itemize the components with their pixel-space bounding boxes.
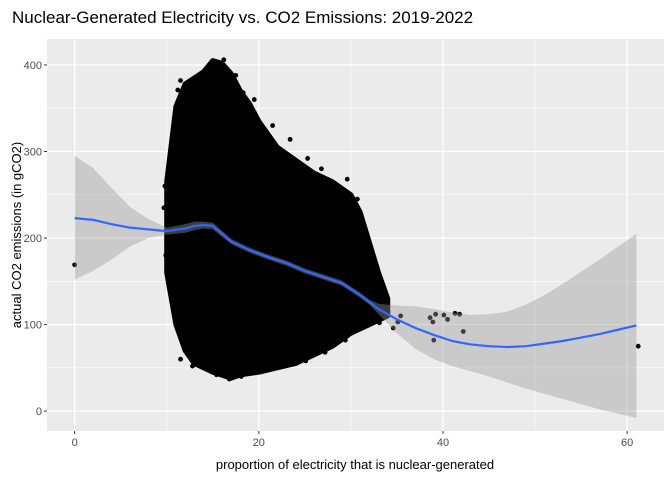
data-point xyxy=(635,343,641,349)
smooth-line xyxy=(74,217,637,349)
y-tick-label: 400 xyxy=(24,60,42,72)
data-point xyxy=(363,261,369,267)
data-point xyxy=(185,98,191,104)
dense-point-cloud xyxy=(164,58,391,381)
data-point xyxy=(460,329,466,334)
data-point xyxy=(233,72,239,78)
data-point xyxy=(398,313,404,319)
data-point xyxy=(238,374,244,379)
x-axis-ticks: 0 20 40 60 xyxy=(72,431,633,449)
chart-title: Nuclear-Generated Electricity vs. CO2 Em… xyxy=(12,8,473,27)
data-point xyxy=(208,66,214,72)
y-tick-label: 300 xyxy=(24,146,42,158)
confidence-ribbon xyxy=(74,155,637,419)
data-point xyxy=(344,176,350,182)
data-point xyxy=(347,209,353,215)
data-point xyxy=(178,356,183,362)
data-point xyxy=(441,312,447,318)
y-axis-title: actual CO2 emissions (in gCO2) xyxy=(9,142,24,328)
data-point xyxy=(221,57,227,63)
point-cloud xyxy=(164,58,391,381)
data-point xyxy=(430,319,436,325)
data-point xyxy=(303,358,309,364)
confidence-band xyxy=(74,155,637,419)
data-point xyxy=(162,183,168,189)
x-axis-title: proportion of electricity that is nuclea… xyxy=(216,457,494,472)
y-tick-label: 100 xyxy=(24,320,42,332)
x-tick-label: 0 xyxy=(72,437,78,449)
data-point xyxy=(196,76,202,82)
data-point xyxy=(354,196,360,202)
data-point xyxy=(197,346,203,352)
y-tick-label: 0 xyxy=(36,406,42,418)
data-point xyxy=(212,60,218,66)
data-point xyxy=(322,349,328,355)
data-point xyxy=(251,97,257,102)
data-point xyxy=(377,320,382,326)
data-point xyxy=(215,64,221,70)
data-point xyxy=(72,262,78,268)
data-point xyxy=(270,123,276,128)
data-point xyxy=(163,252,169,258)
data-point xyxy=(190,363,195,369)
x-tick-label: 40 xyxy=(437,437,449,449)
data-point xyxy=(431,337,437,343)
y-axis-ticks: 0 100 200 300 400 xyxy=(24,60,47,418)
trend-line xyxy=(74,217,637,349)
data-point xyxy=(390,325,396,331)
data-point xyxy=(214,372,219,378)
data-point xyxy=(342,337,348,343)
data-point xyxy=(331,183,337,189)
data-point xyxy=(427,315,433,321)
data-point xyxy=(359,323,365,329)
data-point xyxy=(433,311,439,317)
data-point xyxy=(452,310,458,316)
data-point xyxy=(282,362,287,368)
data-points xyxy=(72,57,641,382)
data-point xyxy=(372,283,378,289)
x-tick-label: 20 xyxy=(253,437,265,449)
data-point xyxy=(161,205,167,211)
data-point xyxy=(355,235,361,241)
y-tick-label: 200 xyxy=(24,233,42,245)
data-point xyxy=(287,136,293,142)
data-point xyxy=(261,367,267,372)
data-point xyxy=(178,78,183,83)
data-point xyxy=(240,90,246,96)
data-point xyxy=(319,166,324,172)
x-tick-label: 60 xyxy=(621,437,633,449)
data-point xyxy=(305,156,311,161)
data-point xyxy=(175,87,181,93)
data-point xyxy=(226,376,232,382)
data-point xyxy=(457,311,462,317)
data-point xyxy=(445,316,450,322)
